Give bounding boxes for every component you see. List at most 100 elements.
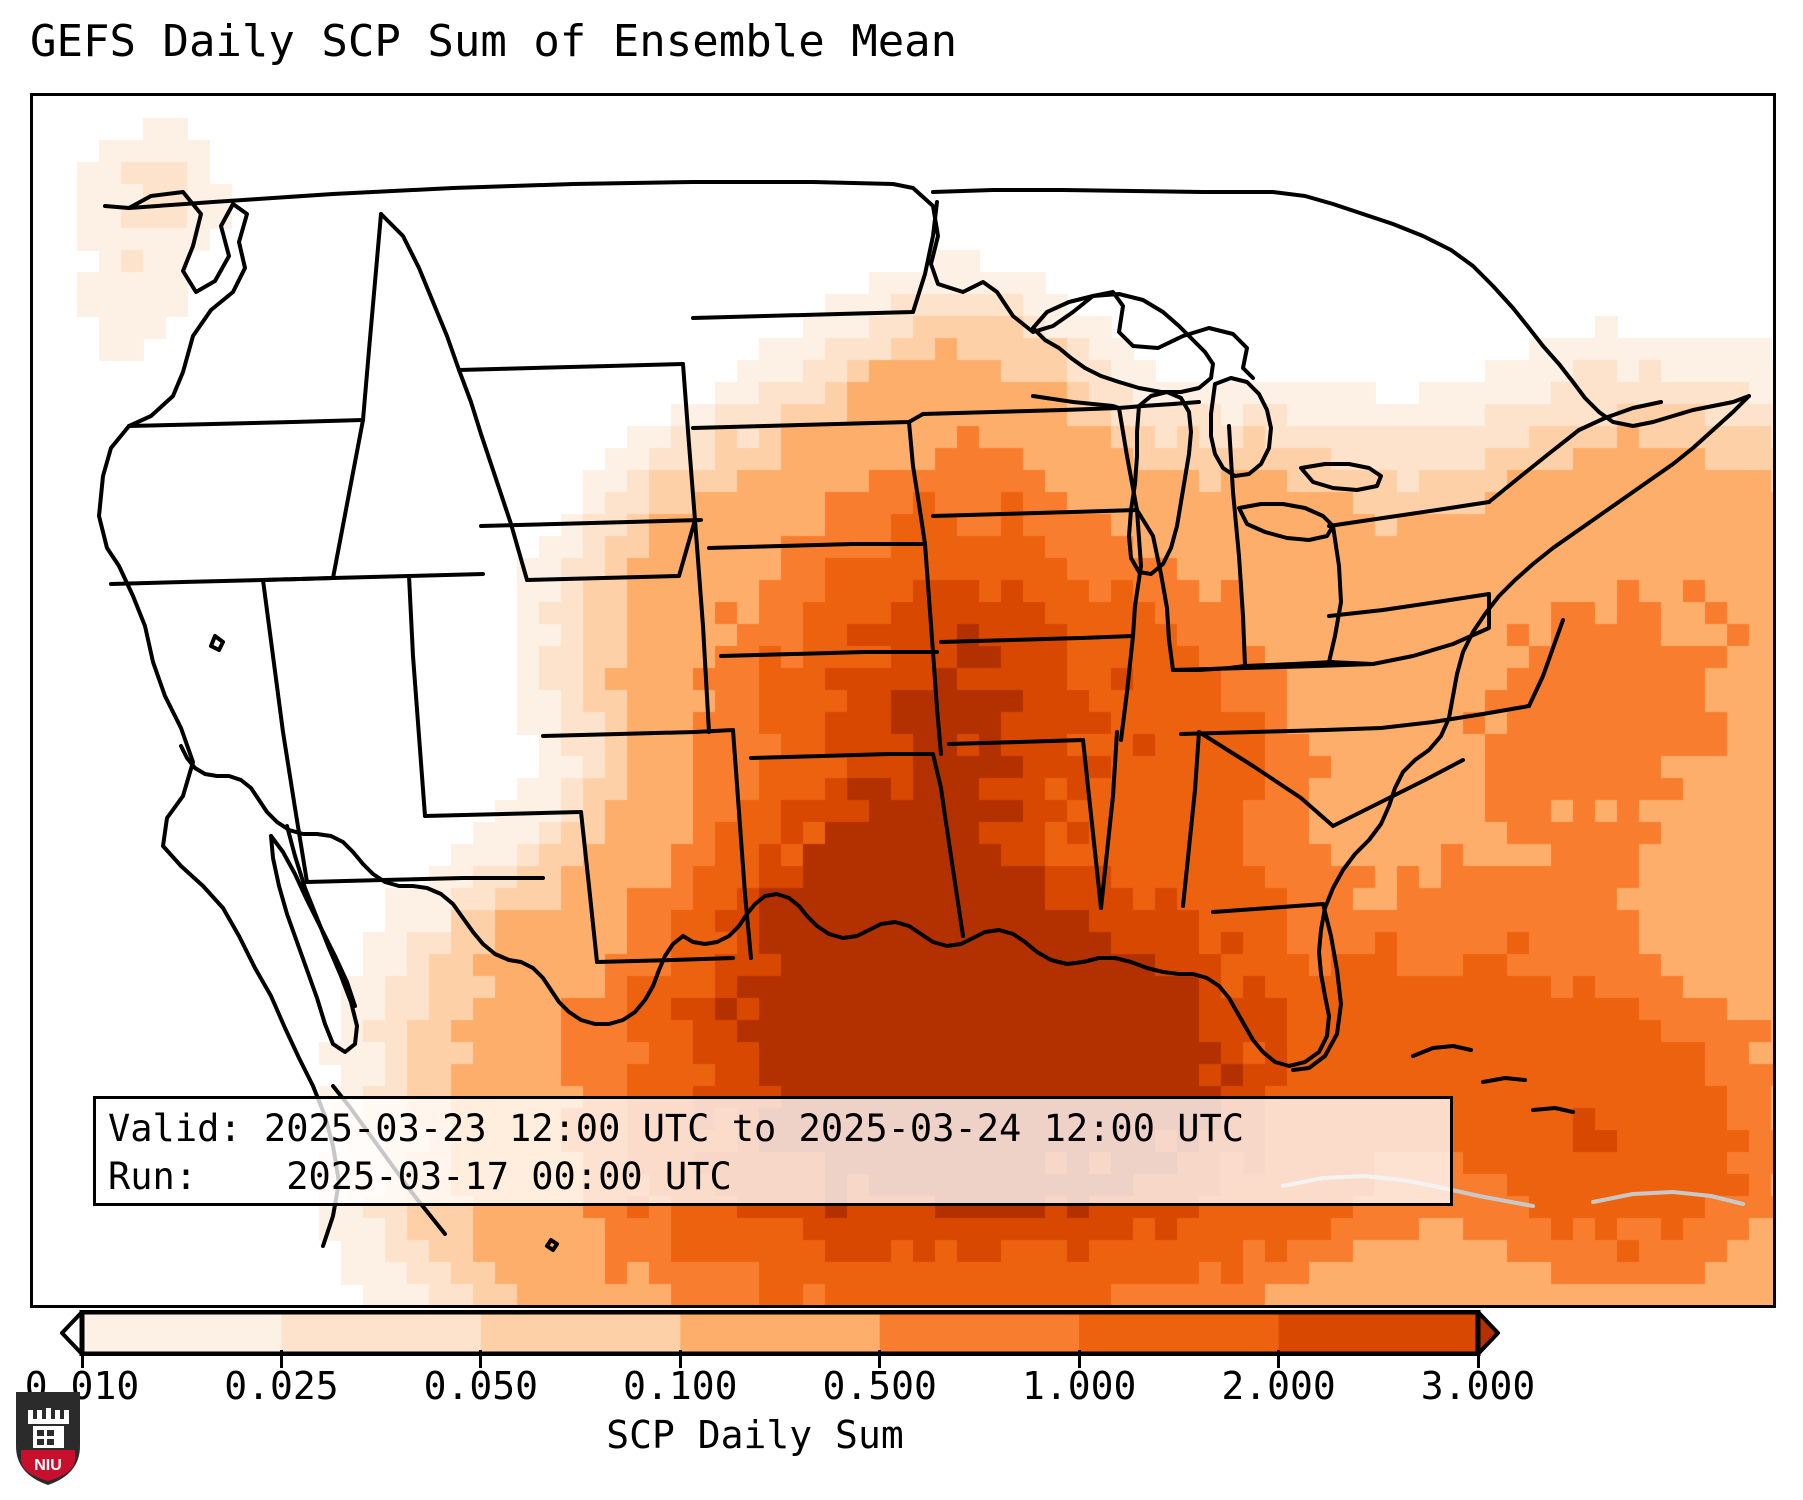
- geo-border-st-ok-e: [931, 650, 943, 756]
- geo-border-st-wy-e: [681, 362, 697, 522]
- colorbar-tick-mark: [678, 1350, 682, 1368]
- geo-border-st-al-ga: [1181, 730, 1201, 908]
- geo-border-st-or-id: [331, 418, 365, 580]
- geo-border-tx-coast: [507, 934, 685, 1026]
- colorbar-tick-label: 1.000: [1021, 1364, 1137, 1408]
- geo-border-mex-border: [179, 744, 511, 962]
- colorbar-tick-label: 0.100: [623, 1364, 738, 1408]
- geo-border-st-mo-ar: [939, 634, 1135, 644]
- geo-border-lake-huron: [1209, 376, 1273, 478]
- geo-border-lake-ontario: [1299, 462, 1383, 492]
- country-state-borders: [97, 180, 1751, 1252]
- geo-border-st-ks-e: [923, 542, 935, 654]
- geo-border-st-ga-fl: [1211, 902, 1325, 914]
- geo-border-st-tn-s: [1179, 726, 1383, 736]
- colorbar: [60, 1310, 1500, 1356]
- colorbar-tick-label: 0.025: [224, 1364, 339, 1408]
- colorbar-tick-mark: [1077, 1350, 1081, 1368]
- geo-border-small1: [209, 634, 225, 652]
- geo-border-st-ga-sc: [1197, 730, 1335, 828]
- colorbar-band: [879, 1312, 1080, 1354]
- colorbar-tick-mark: [279, 1350, 283, 1368]
- geo-border-st-nc-sc: [1331, 758, 1465, 828]
- geo-border-st-in-e: [1227, 424, 1247, 668]
- niu-logo-icon: NIU: [16, 1392, 80, 1485]
- geo-border-st-ia-mo: [931, 508, 1139, 518]
- geo-border-st-ne-states: [1577, 400, 1663, 432]
- colorbar-band: [680, 1312, 881, 1354]
- colorbar-tick-label: 0.050: [423, 1364, 539, 1408]
- geo-border-st-nd-mn: [911, 200, 939, 314]
- colorbar-tick-label: 0.500: [822, 1364, 937, 1408]
- colorbar-gradient: [60, 1310, 1500, 1356]
- geo-border-lake-erie: [1237, 502, 1335, 542]
- geo-border-st-nv-ut: [407, 574, 427, 818]
- colorbar-tick-mark: [80, 1350, 84, 1368]
- colorbar-axis-label: SCP Daily Sum: [606, 1413, 904, 1457]
- geo-border-st-mo-e: [1131, 508, 1143, 638]
- geo-border-st-ms-al: [1099, 730, 1119, 910]
- geo-border-st-pa-ny: [1327, 500, 1491, 528]
- geo-border-hispaniola: [1591, 1190, 1745, 1206]
- colorbar-band: [480, 1312, 681, 1354]
- geo-border-st-ne-e: [907, 420, 927, 546]
- geo-border-st-oh-e: [1327, 524, 1343, 664]
- map-axes: Valid: 2025-03-23 12:00 UTC to 2025-03-2…: [30, 93, 1776, 1308]
- geo-border-st-mt-wy: [457, 362, 685, 372]
- geo-border-st-ca-s: [305, 876, 545, 884]
- colorbar-band: [281, 1312, 482, 1354]
- geo-border-st-ar-la: [947, 738, 1085, 746]
- geo-border-canada-east: [1241, 190, 1751, 428]
- geo-border-st-nm-e: [731, 728, 753, 960]
- niu-logo-text: NIU: [34, 1457, 62, 1474]
- geo-border-st-id-w: [361, 212, 383, 422]
- geo-border-st-wa-or: [127, 418, 365, 428]
- geo-border-st-sd-ne: [691, 412, 925, 430]
- geo-border-st-mi-wi: [1031, 394, 1121, 410]
- geo-border-east-coast: [1177, 394, 1751, 1068]
- geo-border-st-tx-la: [943, 814, 965, 938]
- geo-border-st-wy-s: [479, 518, 703, 528]
- geo-border-bahamas3: [1531, 1106, 1575, 1114]
- geo-border-st-nc-va: [1379, 704, 1531, 730]
- geo-border-small2: [545, 1238, 559, 1252]
- geo-border-st-ut-az: [423, 810, 583, 818]
- geo-border-coast-west: [97, 190, 341, 1248]
- geo-border-st-mn-ia: [921, 406, 1121, 416]
- geo-border-gulf-coast: [681, 892, 1181, 976]
- geo-border-st-wi-il: [1117, 400, 1201, 410]
- geo-border-st-in-il: [1171, 664, 1247, 672]
- colorbar-tick-mark: [878, 1350, 882, 1368]
- geo-border-baja: [269, 824, 359, 1054]
- page-title: GEFS Daily SCP Sum of Ensemble Mean: [30, 16, 958, 67]
- geo-border-st-ok-tx: [749, 752, 947, 818]
- colorbar-tick-mark: [479, 1350, 483, 1368]
- geo-border-st-ut-co: [525, 518, 697, 582]
- valid-time-text: Valid: 2025-03-23 12:00 UTC to 2025-03-2…: [108, 1107, 1245, 1150]
- colorbar-tick-label: 2.000: [1221, 1364, 1336, 1408]
- geo-border-baja-e: [269, 834, 357, 1008]
- colorbar-band: [1079, 1312, 1280, 1354]
- geo-border-st-pa-s: [1327, 592, 1491, 618]
- geo-border-st-oh-in: [1243, 660, 1335, 668]
- geo-border-st-nd-sd: [691, 310, 915, 320]
- geo-border-st-nv-ca: [261, 578, 309, 884]
- geo-border-st-ny-e: [1487, 428, 1581, 504]
- colorbar-tick-mark: [1476, 1350, 1480, 1368]
- geo-border-st-az-nm: [579, 810, 599, 964]
- geo-border-st-la-ms: [1081, 738, 1103, 910]
- geo-border-fl-pen: [1291, 902, 1343, 1072]
- geo-border-st-nv-e: [261, 572, 485, 582]
- run-time-text: Run: 2025-03-17 00:00 UTC: [108, 1155, 732, 1198]
- geo-border-st-il-e: [1135, 508, 1175, 672]
- colorbar-band: [1278, 1312, 1479, 1354]
- geo-border-st-ne-ks: [707, 542, 927, 550]
- geo-border-bahamas2: [1481, 1076, 1527, 1084]
- geo-border-st-co-e: [693, 518, 711, 734]
- geo-border-st-ks-ok: [719, 650, 939, 658]
- geo-border-canada-north: [931, 188, 1245, 194]
- geo-border-bahamas1: [1411, 1044, 1473, 1058]
- forecast-info-box: Valid: 2025-03-23 12:00 UTC to 2025-03-2…: [93, 1096, 1453, 1206]
- colorbar-tick-label: 3.000: [1420, 1364, 1536, 1408]
